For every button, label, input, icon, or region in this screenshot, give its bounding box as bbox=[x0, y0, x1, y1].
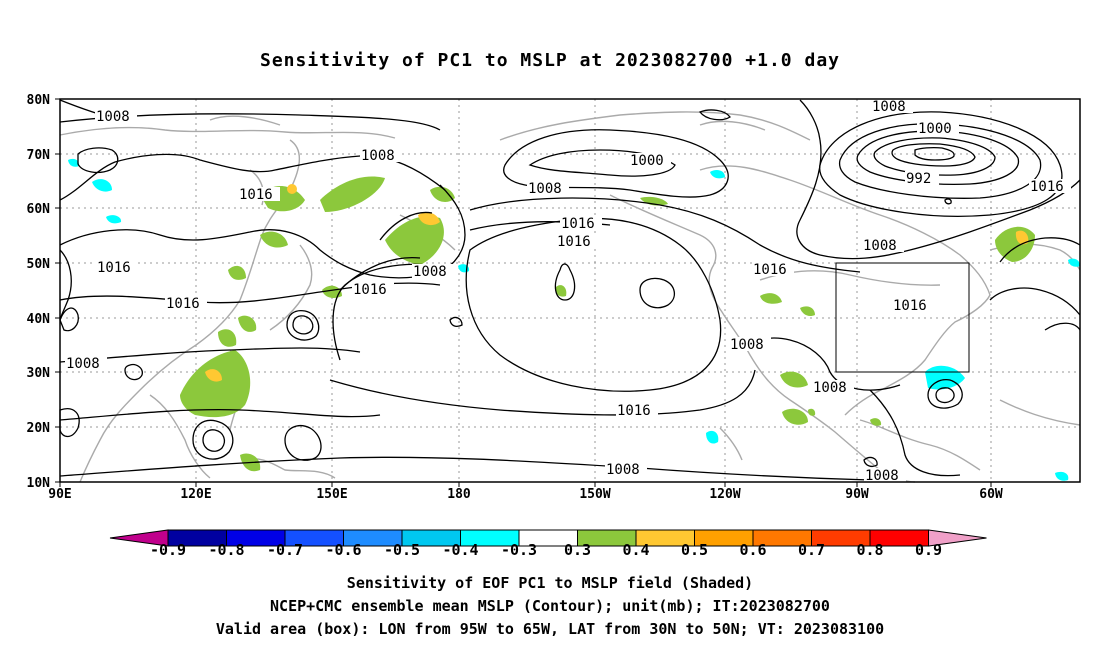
axis-labels: 80N 70N 60N 50N 40N 30N 20N 10N 90E 120E… bbox=[27, 93, 1003, 502]
lat-label-70n: 70N bbox=[27, 148, 51, 163]
colorbar-label: 0.3 bbox=[563, 541, 592, 559]
lat-label-80n: 80N bbox=[27, 93, 51, 108]
plot-area bbox=[60, 99, 1080, 482]
lat-label-60n: 60N bbox=[27, 202, 51, 217]
contour-label: 1016 bbox=[561, 216, 595, 232]
contour-label: 1016 bbox=[617, 403, 651, 419]
lon-label-180: 180 bbox=[447, 487, 471, 502]
contour-label: 1008 bbox=[66, 356, 100, 372]
colorbar bbox=[109, 529, 987, 547]
coastlines bbox=[59, 111, 1081, 483]
colorbar-label: 0.9 bbox=[914, 541, 943, 559]
caption-line-3: Valid area (box): LON from 95W to 65W, L… bbox=[215, 620, 885, 638]
colorbar-label: 0.4 bbox=[622, 541, 650, 559]
colorbar-label: -0.8 bbox=[208, 541, 245, 559]
contour-labels: 1008 1008 1016 1016 1016 1016 1016 1016 … bbox=[65, 99, 1071, 484]
lon-label-90w: 90W bbox=[845, 487, 869, 502]
colorbar-label: -0.5 bbox=[383, 541, 421, 559]
contour-label: 1008 bbox=[865, 468, 899, 484]
lon-label-150w: 150W bbox=[579, 487, 610, 502]
contour-label: 1008 bbox=[813, 380, 847, 396]
contour-label: 1016 bbox=[353, 282, 387, 298]
contour-label: 1016 bbox=[893, 298, 927, 314]
colorbar-label: -0.4 bbox=[442, 541, 479, 559]
contour-label: 1008 bbox=[872, 99, 906, 115]
valid-area-box bbox=[835, 262, 970, 373]
caption-line-1: Sensitivity of EOF PC1 to MSLP field (Sh… bbox=[346, 574, 754, 592]
axis-ticks bbox=[55, 98, 992, 487]
contour-label: 1016 bbox=[166, 296, 200, 312]
lat-label-10n: 10N bbox=[27, 476, 51, 491]
contour-label: 992 bbox=[906, 171, 931, 187]
lon-label-120w: 120W bbox=[709, 487, 740, 502]
contour-label: 1008 bbox=[96, 109, 130, 125]
lat-label-20n: 20N bbox=[27, 421, 51, 436]
contour-label: 1008 bbox=[361, 148, 395, 164]
lat-label-50n: 50N bbox=[27, 257, 51, 272]
contour-label: 1016 bbox=[239, 187, 273, 203]
contour-label: 1008 bbox=[730, 337, 764, 353]
contour-label: 1008 bbox=[606, 462, 640, 478]
lon-label-60w: 60W bbox=[979, 487, 1003, 502]
contour-label: 1008 bbox=[528, 181, 562, 197]
lon-label-90e: 90E bbox=[48, 487, 71, 502]
sensitivity-shading bbox=[68, 158, 1080, 481]
map-frame bbox=[59, 98, 1081, 483]
contour-label: 1008 bbox=[863, 238, 897, 254]
colorbar-label: -0.6 bbox=[325, 541, 362, 559]
map-title: Sensitivity of PC1 to MSLP at 2023082700… bbox=[259, 50, 840, 71]
lon-label-120e: 120E bbox=[180, 487, 211, 502]
contour-label: 1016 bbox=[1030, 179, 1064, 195]
colorbar-arrow-right bbox=[928, 529, 987, 547]
colorbar-label: -0.9 bbox=[149, 541, 187, 559]
colorbar-label: 0.7 bbox=[797, 541, 826, 559]
contour-label: 1008 bbox=[413, 264, 447, 280]
caption-line-2: NCEP+CMC ensemble mean MSLP (Contour); u… bbox=[270, 597, 830, 615]
colorbar-label: 0.5 bbox=[680, 541, 709, 559]
lat-label-30n: 30N bbox=[27, 366, 51, 381]
colorbar-label: 0.8 bbox=[856, 541, 884, 559]
contour-label: 1000 bbox=[918, 121, 952, 137]
contour-label: 1000 bbox=[630, 153, 664, 169]
contour-label: 1016 bbox=[753, 262, 787, 278]
colorbar-label: -0.7 bbox=[266, 541, 304, 559]
grid-lines bbox=[60, 99, 1080, 482]
colorbar-label: 0.6 bbox=[739, 541, 767, 559]
colorbar-label: -0.3 bbox=[500, 541, 538, 559]
contour-label: 1016 bbox=[97, 260, 131, 276]
lat-label-40n: 40N bbox=[27, 312, 51, 327]
lon-label-150e: 150E bbox=[316, 487, 347, 502]
contour-label: 1016 bbox=[557, 234, 591, 250]
